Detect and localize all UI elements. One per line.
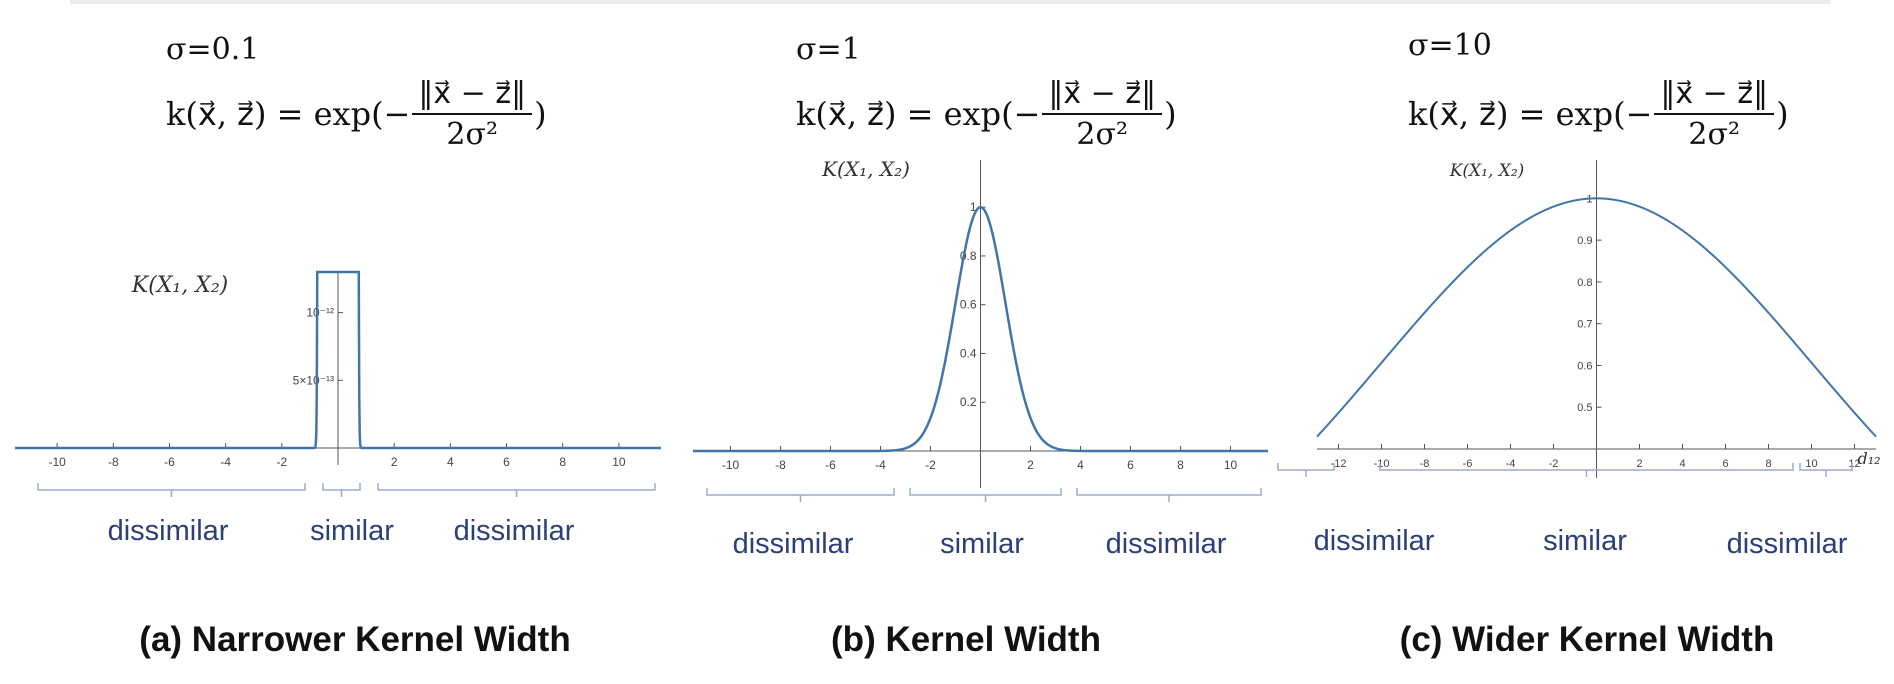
region-bracket [1076, 488, 1262, 502]
y-tick-label: 0.7 [1577, 319, 1592, 331]
formula-denominator: 2σ² [1076, 117, 1129, 152]
formula-lhs: k(x⃗, z⃗) = exp(− [166, 95, 411, 133]
x-tick-label: -10 [1374, 458, 1390, 470]
x-tick-label: -12 [1331, 458, 1347, 470]
sigma-label: σ=1 [796, 32, 861, 67]
x-tick-label: -8 [775, 458, 786, 472]
region-label-dissimilar-right: dissimilar [1105, 528, 1227, 560]
region-label-similar: similar [940, 528, 1024, 560]
formula-numerator: ‖x⃗ − z⃗‖ [1654, 76, 1775, 115]
formula-denominator: 2σ² [1688, 117, 1741, 152]
formula-rhs: ) [1776, 95, 1789, 133]
panel-a: σ=0.1 k(x⃗, z⃗) = exp(− ‖x⃗ − z⃗‖ 2σ²) -10… [0, 0, 661, 684]
region-bracket [322, 483, 361, 497]
formula-rhs: ) [534, 95, 547, 133]
y-tick-label: 0.5 [1577, 402, 1592, 414]
y-tick-label: 1 [970, 200, 977, 214]
x-tick-label: -2 [276, 455, 287, 469]
x-tick-label: 10 [1224, 458, 1238, 472]
x-tick-label: 8 [559, 455, 566, 469]
x-tick-label: -8 [1420, 458, 1430, 470]
y-tick-label: 0.6 [1577, 360, 1592, 372]
kernel-formula: k(x⃗, z⃗) = exp(− ‖x⃗ − z⃗‖ 2σ²) [1408, 76, 1789, 152]
formula-rhs: ) [1164, 95, 1177, 133]
x-tick-label: -4 [220, 455, 231, 469]
y-axis-label: K(X₁, X₂) [1449, 161, 1525, 181]
formula-fraction: ‖x⃗ − z⃗‖ 2σ² [1654, 76, 1775, 152]
x-tick-label: 10 [612, 455, 626, 469]
x-tick-label: -6 [825, 458, 836, 472]
formula-lhs: k(x⃗, z⃗) = exp(− [1408, 95, 1653, 133]
top-divider [70, 0, 1830, 4]
x-tick-label: -4 [1506, 458, 1516, 470]
chart-a: -10 -8 -6 -4 -2 2 4 6 8 10 5×10⁻¹³ 10⁻¹² K(X₁, X₂) [15, 270, 661, 497]
x-tick-label: 4 [1679, 458, 1685, 470]
formula-fraction: ‖x⃗ − z⃗‖ 2σ² [1042, 76, 1163, 152]
x-tick-label: -2 [1549, 458, 1559, 470]
region-label-dissimilar-right: dissimilar [453, 515, 575, 547]
region-label-dissimilar-left: dissimilar [1313, 525, 1435, 557]
x-tick-label: 2 [1027, 458, 1034, 472]
x-tick-label: 2 [1636, 458, 1642, 470]
x-tick-label: 8 [1177, 458, 1184, 472]
region-label-similar: similar [1543, 525, 1627, 557]
region-label-dissimilar-right: dissimilar [1726, 528, 1848, 560]
x-tick-label: -8 [108, 455, 119, 469]
sigma-label: σ=0.1 [166, 32, 260, 67]
y-tick-label: 0.6 [960, 298, 977, 312]
y-tick-label: 0.9 [1577, 235, 1592, 247]
x-tick-label: -6 [1463, 458, 1473, 470]
y-axis-label: K(X₁, X₂) [131, 273, 229, 298]
region-bracket [706, 488, 895, 502]
y-tick-label: 0.2 [960, 395, 977, 409]
x-tick-label: 4 [1077, 458, 1084, 472]
x-axis-label: d₁₂ [1857, 449, 1880, 468]
formula-denominator: 2σ² [446, 117, 499, 152]
x-tick-label: -6 [164, 455, 175, 469]
formula-fraction: ‖x⃗ − z⃗‖ 2σ² [412, 76, 533, 152]
caption: (c) Wider Kernel Width [1399, 620, 1775, 659]
kernel-curve [1316, 197, 1877, 438]
y-tick-label: 5×10⁻¹³ [293, 373, 334, 387]
x-tick-label: 6 [503, 455, 510, 469]
x-tick-label: -2 [925, 458, 936, 472]
region-bracket [1277, 463, 1335, 477]
region-label-dissimilar-left: dissimilar [107, 515, 229, 547]
region-bracket [1379, 463, 1794, 477]
chart-b: -10 -8 -6 -4 -2 2 4 6 8 100.20.40.60.81K(X₁, X₂) [693, 157, 1268, 502]
x-tick-label: 6 [1722, 458, 1728, 470]
chart-c: -12 -10 -8 -6 -4 -2 2 4 6 8 10 120.50.60.70.80.91K(… [1277, 160, 1881, 478]
y-axis-label: K(X₁, X₂) [821, 157, 910, 181]
x-tick-label: -4 [875, 458, 886, 472]
region-bracket [1799, 463, 1853, 477]
x-tick-label: 2 [391, 455, 398, 469]
region-label-dissimilar-left: dissimilar [732, 528, 854, 560]
caption: (a) Narrower Kernel Width [139, 620, 571, 659]
y-tick-label: 0.8 [1577, 277, 1592, 289]
region-label-similar: similar [310, 515, 394, 547]
region-bracket [377, 483, 656, 497]
kernel-curve [693, 205, 1268, 453]
x-tick-label: 6 [1127, 458, 1134, 472]
sigma-label: σ=10 [1408, 28, 1492, 63]
region-bracket [37, 483, 306, 497]
x-tick-label: 4 [447, 455, 454, 469]
kernel-formula: k(x⃗, z⃗) = exp(− ‖x⃗ − z⃗‖ 2σ²) [796, 76, 1177, 152]
formula-numerator: ‖x⃗ − z⃗‖ [412, 76, 533, 115]
kernel-curve [15, 270, 661, 450]
x-tick-label: -10 [48, 455, 66, 469]
y-tick-label: 0.4 [960, 346, 977, 360]
x-tick-label: 8 [1765, 458, 1771, 470]
caption: (b) Kernel Width [831, 620, 1101, 659]
panel-c: σ=10 k(x⃗, z⃗) = exp(− ‖x⃗ − z⃗‖ 2σ²) -12 -… [1262, 0, 1893, 684]
panel-b: σ=1 k(x⃗, z⃗) = exp(− ‖x⃗ − z⃗‖ 2σ²) -10 -8… [631, 0, 1268, 684]
x-tick-label: -10 [722, 458, 740, 472]
x-tick-label: 10 [1805, 458, 1817, 470]
region-bracket [909, 488, 1062, 502]
formula-numerator: ‖x⃗ − z⃗‖ [1042, 76, 1163, 115]
kernel-formula: k(x⃗, z⃗) = exp(− ‖x⃗ − z⃗‖ 2σ²) [166, 76, 547, 152]
formula-lhs: k(x⃗, z⃗) = exp(− [796, 95, 1041, 133]
y-tick-label: 10⁻¹² [306, 306, 334, 320]
